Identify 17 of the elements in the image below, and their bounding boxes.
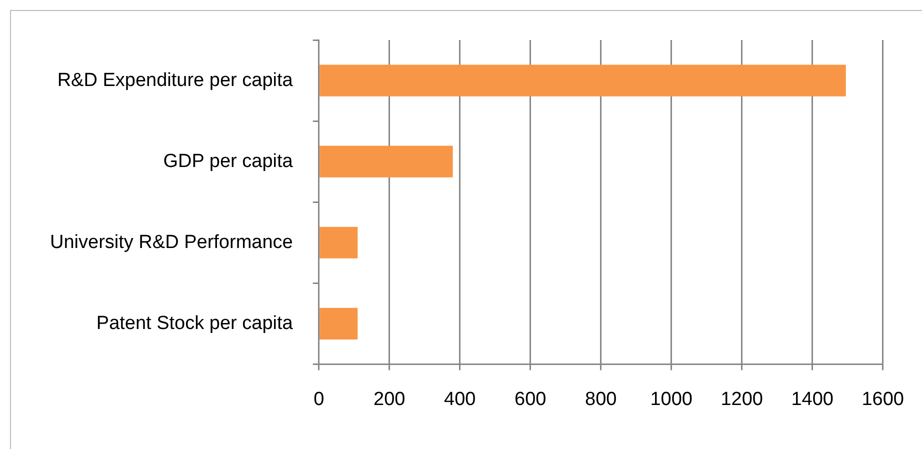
x-tick-label: 600 — [514, 388, 546, 410]
x-tick-label: 1400 — [791, 388, 834, 410]
x-tick-label: 1200 — [720, 388, 763, 410]
bar — [320, 226, 358, 258]
x-tick-label: 0 — [314, 388, 324, 410]
x-tick-label: 1000 — [650, 388, 692, 410]
y-tick-label: Patent Stock per capita — [96, 312, 294, 334]
y-tick-label: GDP per capita — [163, 150, 294, 172]
y-tick-label: University R&D Performance — [50, 232, 293, 253]
x-tick-label: 200 — [373, 388, 406, 410]
bar — [320, 64, 846, 96]
bar — [320, 146, 453, 178]
x-tick-label: 400 — [444, 388, 476, 410]
x-tick-label: 1600 — [862, 388, 904, 410]
y-tick-label: R&D Expenditure per capita — [57, 70, 294, 91]
bar — [320, 308, 358, 340]
x-tick-label: 800 — [585, 388, 617, 410]
